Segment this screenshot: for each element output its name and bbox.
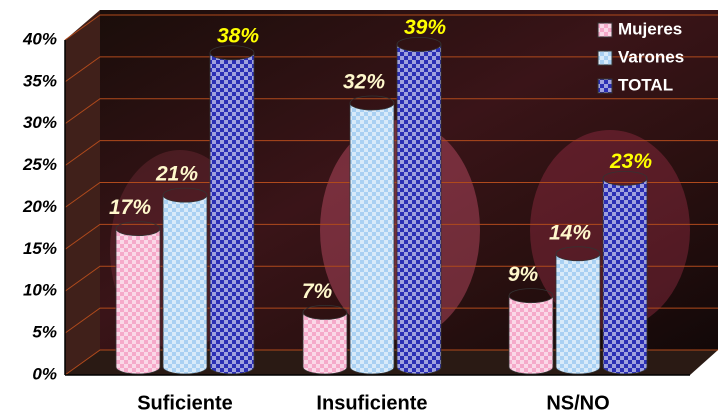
y-tick-label: 10%: [23, 281, 57, 300]
grid-line: [64, 56, 718, 83]
bar: [508, 288, 554, 375]
x-tick-label: Insuficiente: [316, 392, 427, 414]
bar: [349, 95, 395, 375]
value-label: 7%: [302, 280, 333, 303]
value-label: 21%: [155, 163, 198, 186]
bar: [602, 170, 648, 375]
bar: [162, 187, 208, 375]
y-tick-label: 15%: [23, 239, 57, 258]
legend-label: Mujeres: [618, 19, 682, 38]
y-tick-label: 25%: [22, 155, 57, 174]
y-tick-label: 35%: [23, 71, 57, 90]
y-tick-label: 5%: [32, 323, 57, 342]
x-tick-label: NS/NO: [546, 392, 609, 414]
grid-line: [64, 140, 718, 167]
value-label: 9%: [508, 263, 539, 286]
bar: [302, 304, 348, 375]
legend-label: TOTAL: [618, 75, 673, 94]
grid-line: [64, 265, 718, 292]
value-label: 23%: [609, 150, 652, 173]
legend-swatch: [597, 22, 613, 38]
bar: [396, 36, 442, 375]
side-wall: [65, 10, 100, 375]
y-tick-label: 30%: [23, 113, 57, 132]
chart-title: en el Programa:: [296, 0, 424, 9]
bar: [209, 45, 255, 375]
value-label: 32%: [343, 71, 385, 94]
value-label: 14%: [549, 221, 591, 244]
value-label: 39%: [404, 16, 446, 39]
legend-swatch: [597, 78, 613, 94]
legend-label: Varones: [618, 47, 684, 66]
y-tick-label: 20%: [22, 197, 57, 216]
grid-line: [64, 14, 718, 41]
value-label: 17%: [109, 196, 151, 219]
grid-line: [64, 98, 718, 125]
y-tick-label: 40%: [22, 29, 57, 48]
legend-swatch: [597, 50, 613, 66]
value-label: 38%: [217, 24, 259, 47]
bar: [115, 221, 161, 375]
x-tick-label: Suficiente: [137, 392, 233, 414]
grid-line: [64, 223, 718, 250]
y-tick-label: 0%: [32, 364, 57, 383]
bar: [555, 246, 601, 375]
grid-line: [64, 182, 718, 208]
